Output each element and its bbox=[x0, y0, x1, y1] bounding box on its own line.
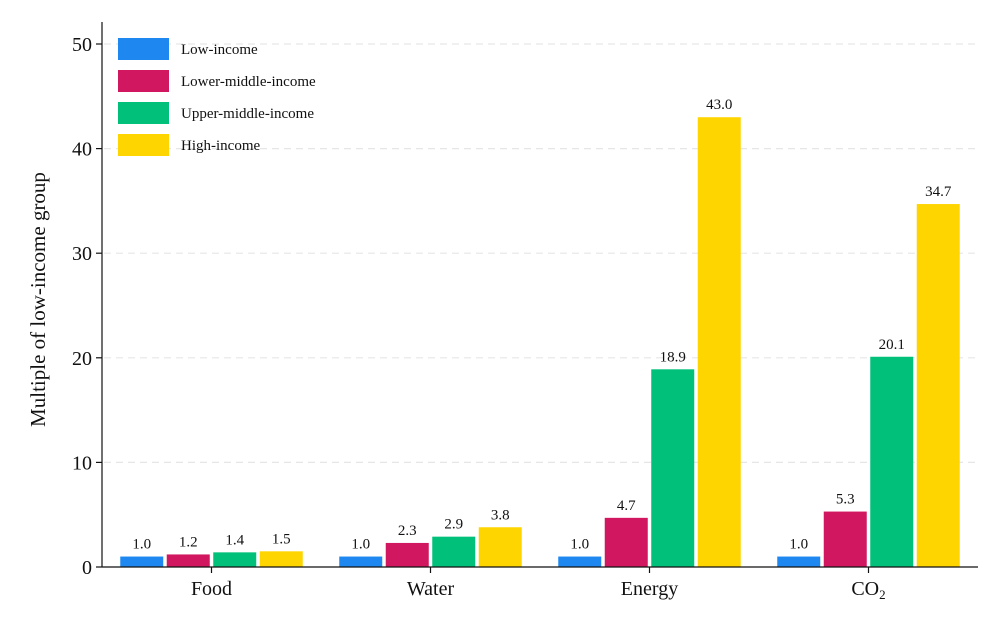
x-tick-label: CO2 bbox=[851, 578, 885, 602]
bar-lower-middle-income-energy bbox=[604, 517, 648, 567]
y-ticks: 0 10 20 30 40 50 bbox=[72, 34, 102, 579]
bar-low-income-water bbox=[339, 556, 383, 567]
bar-upper-middle-income-energy bbox=[651, 369, 695, 567]
bar-lower-middle-income-co bbox=[823, 511, 867, 567]
bar-lower-middle-income-food bbox=[166, 554, 210, 567]
bars bbox=[120, 117, 960, 567]
y-tick-label: 20 bbox=[72, 348, 92, 370]
axes bbox=[101, 22, 978, 568]
data-label: 1.5 bbox=[272, 531, 291, 547]
data-label: 2.9 bbox=[444, 517, 463, 533]
legend: Low-income Lower-middle-income Upper-middl… bbox=[118, 38, 316, 156]
bar-low-income-food bbox=[120, 556, 164, 567]
data-label: 2.3 bbox=[398, 523, 417, 539]
data-label: 3.8 bbox=[491, 507, 510, 523]
x-tick-label: Food bbox=[191, 578, 232, 600]
data-label: 1.0 bbox=[351, 537, 370, 553]
data-label: 20.1 bbox=[879, 337, 905, 353]
legend-label: Upper-middle-income bbox=[181, 106, 314, 122]
x-ticks: Food Water Energy CO2 bbox=[191, 567, 886, 602]
data-label: 1.2 bbox=[179, 534, 198, 550]
bar-lower-middle-income-water bbox=[385, 542, 429, 567]
bar-high-income-water bbox=[478, 527, 522, 567]
bar-high-income-food bbox=[259, 551, 303, 567]
bar-low-income-energy bbox=[558, 556, 602, 567]
data-label: 4.7 bbox=[617, 498, 636, 514]
legend-swatch-upper-middle-income bbox=[118, 102, 169, 124]
x-tick-label: Energy bbox=[621, 578, 678, 600]
data-labels: 1.0 1.2 1.4 1.5 1.0 2.3 2.9 3.8 1.0 4.7 18.9 43.0 1.… bbox=[132, 97, 952, 552]
data-label: 1.0 bbox=[570, 537, 589, 553]
legend-label: High-income bbox=[181, 138, 260, 154]
data-label: 18.9 bbox=[660, 349, 686, 365]
data-label: 1.0 bbox=[789, 537, 808, 553]
bar-low-income-co bbox=[777, 556, 821, 567]
y-tick-label: 40 bbox=[72, 139, 92, 161]
gridlines bbox=[104, 43, 978, 463]
legend-swatch-lower-middle-income bbox=[118, 70, 169, 92]
legend-label: Lower-middle-income bbox=[181, 74, 316, 90]
legend-swatch-low-income bbox=[118, 38, 169, 60]
x-tick-label: Water bbox=[407, 578, 455, 600]
bar-high-income-co bbox=[916, 204, 960, 567]
y-tick-label: 30 bbox=[72, 243, 92, 265]
bar-high-income-energy bbox=[697, 117, 741, 567]
y-tick-label: 0 bbox=[82, 557, 92, 579]
data-label: 34.7 bbox=[925, 184, 952, 200]
bar-upper-middle-income-co bbox=[870, 356, 914, 567]
data-label: 1.4 bbox=[225, 532, 244, 548]
data-label: 43.0 bbox=[706, 97, 732, 113]
legend-swatch-high-income bbox=[118, 134, 169, 156]
legend-label: Low-income bbox=[181, 42, 258, 58]
y-tick-label: 10 bbox=[72, 452, 92, 474]
data-label: 1.0 bbox=[132, 537, 151, 553]
bar-upper-middle-income-food bbox=[213, 552, 257, 567]
y-axis-title: Multiple of low-income group bbox=[26, 172, 50, 427]
y-tick-label: 50 bbox=[72, 34, 92, 56]
bar-upper-middle-income-water bbox=[432, 536, 476, 567]
data-label: 5.3 bbox=[836, 492, 855, 508]
